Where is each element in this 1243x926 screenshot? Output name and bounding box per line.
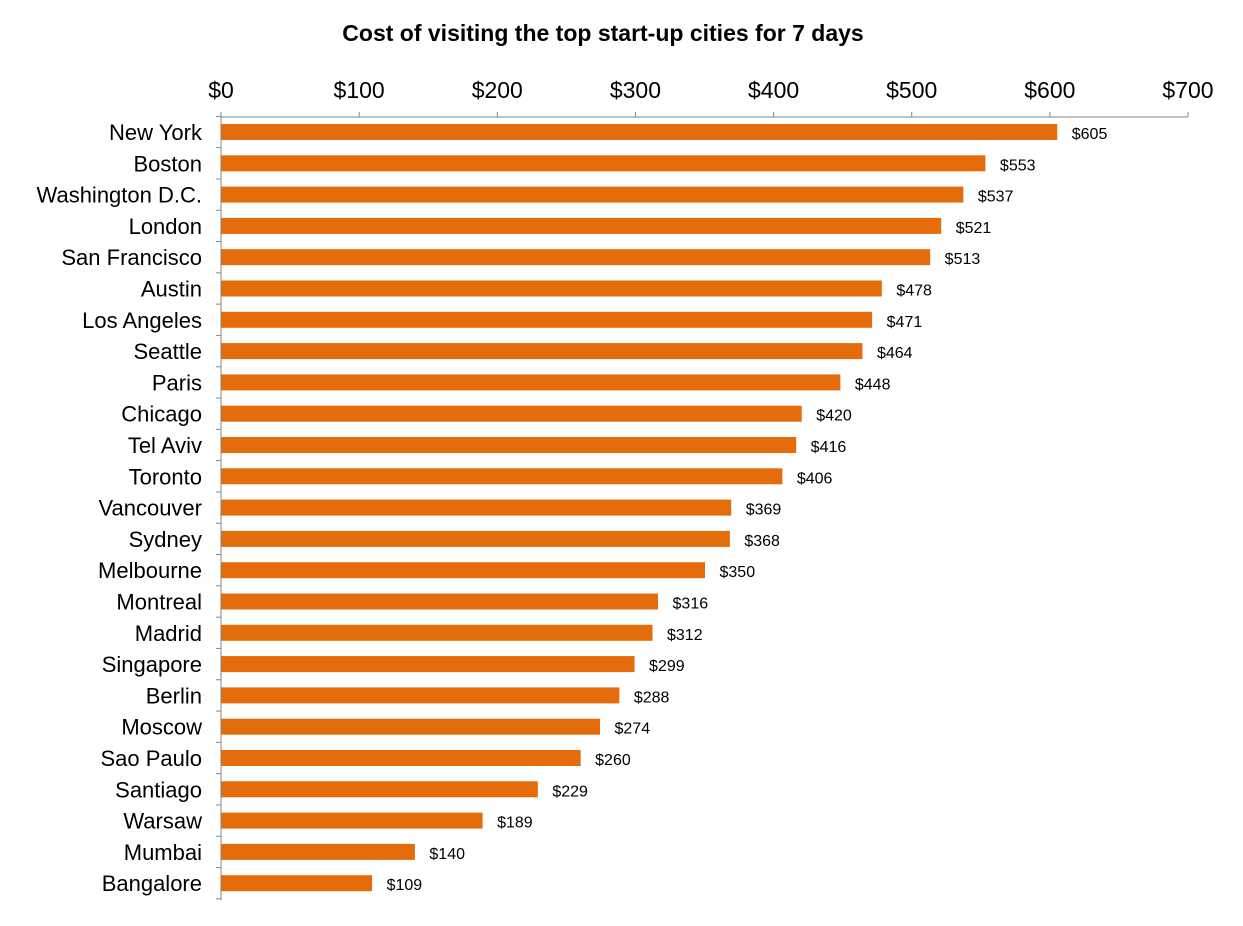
- bar: [221, 624, 653, 641]
- category-label: Los Angeles: [82, 308, 202, 333]
- category-label: Boston: [134, 151, 203, 176]
- bar: [221, 781, 538, 798]
- bar: [221, 186, 964, 203]
- data-label: $369: [746, 502, 782, 519]
- bar: [221, 280, 882, 297]
- data-label: $350: [720, 564, 756, 581]
- x-tick-label: $500: [886, 77, 937, 103]
- bar: [221, 593, 659, 610]
- bar: [221, 343, 863, 360]
- bar: [221, 249, 931, 266]
- bar: [221, 812, 483, 829]
- category-label: Washington D.C.: [37, 183, 202, 208]
- category-label: New York: [109, 120, 203, 145]
- category-label: Sao Paulo: [100, 746, 202, 771]
- category-label: Chicago: [121, 402, 202, 427]
- bar: [221, 687, 620, 704]
- data-label: $368: [744, 533, 780, 550]
- data-label: $229: [552, 783, 588, 800]
- category-label: Paris: [152, 370, 202, 395]
- data-label: $406: [797, 470, 833, 487]
- data-label: $109: [387, 877, 423, 894]
- x-tick-label: $100: [334, 77, 385, 103]
- category-label: Tel Aviv: [128, 433, 202, 458]
- data-label: $260: [595, 752, 631, 769]
- bar: [221, 155, 986, 172]
- bar: [221, 750, 581, 766]
- bar: [221, 562, 705, 579]
- x-tick-label: $300: [610, 77, 661, 103]
- bar: [221, 875, 373, 892]
- bar: [221, 843, 415, 860]
- category-label: Sydney: [129, 527, 202, 552]
- category-label: Vancouver: [98, 496, 202, 521]
- category-label: Santiago: [115, 777, 202, 802]
- data-label: $537: [978, 189, 1014, 206]
- data-label: $312: [667, 627, 703, 644]
- x-tick-label: $200: [472, 77, 523, 103]
- data-label: $471: [887, 314, 923, 331]
- chart-title: Cost of visiting the top start-up cities…: [342, 20, 864, 46]
- category-label: Seattle: [134, 339, 203, 364]
- data-label: $140: [429, 846, 465, 863]
- bar: [221, 468, 783, 485]
- x-tick-label: $700: [1162, 77, 1213, 103]
- x-tick-label: $600: [1024, 77, 1075, 103]
- bar: [221, 405, 802, 422]
- data-label: $288: [634, 689, 670, 706]
- data-label: $316: [673, 596, 709, 613]
- data-label: $553: [1000, 157, 1036, 174]
- data-label: $478: [896, 283, 932, 300]
- data-label: $420: [816, 408, 852, 425]
- data-label: $464: [877, 345, 913, 362]
- data-label: $416: [811, 439, 847, 456]
- labels-group: New York $605 Boston $553 Washington D.C. $53…: [37, 120, 1108, 896]
- category-label: Melbourne: [98, 558, 202, 583]
- bar: [221, 217, 942, 234]
- category-label: Bangalore: [102, 871, 202, 896]
- data-label: $189: [497, 815, 533, 832]
- category-label: Montreal: [116, 590, 202, 615]
- bar: [221, 718, 601, 735]
- x-tick-label: $400: [748, 77, 799, 103]
- category-label: Moscow: [121, 715, 202, 740]
- bar: [221, 311, 873, 328]
- category-label: Berlin: [146, 683, 202, 708]
- bars-group: [221, 124, 1058, 892]
- data-label: $299: [649, 658, 685, 675]
- data-label: $513: [945, 251, 981, 268]
- category-label: Singapore: [102, 652, 202, 677]
- bar: [221, 437, 797, 453]
- bar: [221, 530, 730, 547]
- category-label: Toronto: [129, 464, 202, 489]
- bar: [221, 656, 635, 673]
- data-label: $521: [956, 220, 992, 237]
- bar: [221, 499, 732, 516]
- category-label: Mumbai: [124, 840, 202, 865]
- axes-group: $0 $100 $200 $300 $400 $500 $600 $700: [208, 77, 1214, 900]
- bar: [221, 124, 1058, 140]
- data-label: $605: [1072, 126, 1108, 143]
- data-label: $448: [855, 376, 891, 393]
- category-label: Warsaw: [123, 809, 202, 834]
- category-label: San Francisco: [61, 245, 202, 270]
- category-label: Madrid: [135, 621, 202, 646]
- category-label: London: [129, 214, 202, 239]
- category-label: Austin: [141, 277, 202, 302]
- data-label: $274: [615, 721, 651, 738]
- x-tick-label: $0: [208, 77, 234, 103]
- bar: [221, 374, 841, 391]
